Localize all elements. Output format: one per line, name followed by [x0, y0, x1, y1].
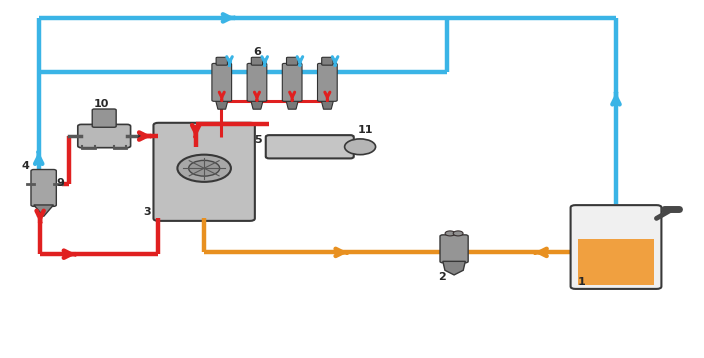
Text: 6: 6 — [253, 48, 261, 58]
Text: 4: 4 — [21, 161, 29, 171]
Polygon shape — [34, 205, 54, 216]
Circle shape — [189, 160, 220, 176]
FancyBboxPatch shape — [216, 57, 227, 65]
Text: 3: 3 — [143, 207, 151, 217]
Bar — [579, 239, 653, 285]
Circle shape — [344, 139, 376, 155]
FancyBboxPatch shape — [266, 135, 353, 158]
FancyBboxPatch shape — [440, 235, 468, 263]
Text: 8: 8 — [136, 132, 144, 142]
Text: 2: 2 — [439, 272, 446, 282]
Polygon shape — [443, 261, 465, 275]
Text: 10: 10 — [94, 99, 109, 109]
FancyBboxPatch shape — [31, 170, 56, 206]
FancyBboxPatch shape — [77, 125, 130, 147]
FancyBboxPatch shape — [282, 63, 302, 101]
Circle shape — [177, 155, 231, 182]
Polygon shape — [215, 100, 228, 109]
Text: 1: 1 — [578, 277, 586, 287]
FancyBboxPatch shape — [251, 57, 263, 65]
FancyBboxPatch shape — [570, 205, 662, 289]
FancyBboxPatch shape — [318, 63, 337, 101]
Polygon shape — [251, 100, 263, 109]
FancyBboxPatch shape — [153, 123, 255, 221]
Text: 5: 5 — [253, 135, 261, 145]
Circle shape — [453, 231, 463, 236]
Text: 11: 11 — [357, 125, 373, 135]
FancyBboxPatch shape — [287, 57, 298, 65]
Polygon shape — [286, 100, 298, 109]
FancyBboxPatch shape — [322, 57, 333, 65]
FancyBboxPatch shape — [212, 63, 232, 101]
Text: 9: 9 — [56, 178, 64, 188]
Polygon shape — [321, 100, 334, 109]
FancyBboxPatch shape — [92, 109, 116, 127]
Circle shape — [445, 231, 455, 236]
FancyBboxPatch shape — [247, 63, 267, 101]
